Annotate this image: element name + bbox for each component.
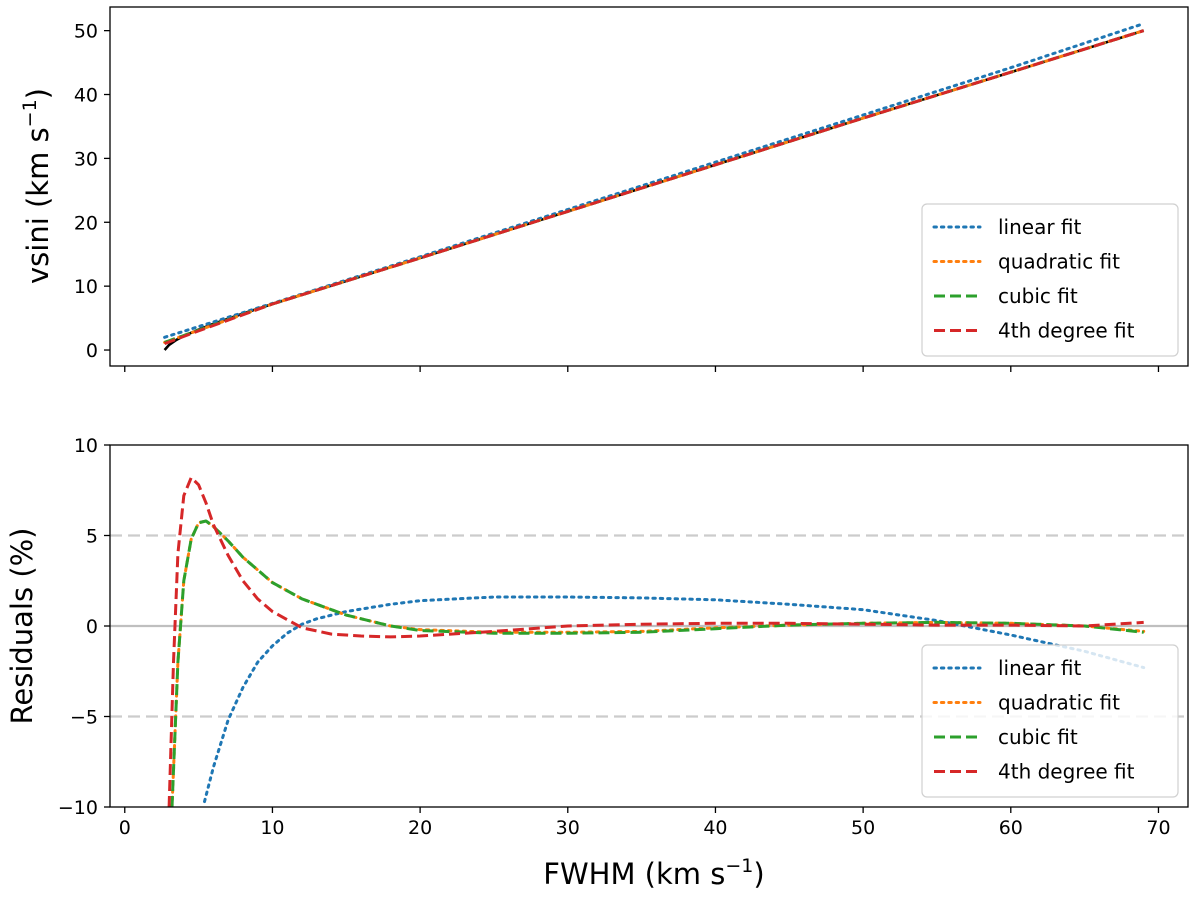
bottom-y-tick-label: 5 [86,526,98,548]
top-y-tick-label: 10 [74,276,98,298]
bottom-x-tick-label: 0 [119,817,131,839]
bottom-y-axis-label: Residuals (%) [5,528,39,725]
bottom-x-tick-label: 50 [851,817,875,839]
bottom-legend-label-cubic-fit: cubic fit [998,725,1078,749]
bottom-x-tick-label: 30 [556,817,580,839]
top-legend-label-quadratic-fit: quadratic fit [998,250,1120,274]
bottom-series-4th-degree-fit [167,476,1144,807]
bottom-y-tick-label: −10 [58,797,98,819]
bottom-legend-label-4th-degree-fit: 4th degree fit [998,760,1135,784]
bottom-x-tick-label: 70 [1146,817,1170,839]
bottom-x-ticks: 0 10 20 30 40 50 60 70 [119,807,1171,839]
top-x-ticks [124,366,1160,372]
top-series-group [163,22,1146,351]
top-axes-frame [109,6,1189,367]
bottom-series-group [167,476,1146,807]
top-series-linear-fit [163,22,1146,339]
bottom-x-axis-label: FWHM (km s−1) [543,855,764,891]
bottom-legend-label-quadratic-fit: quadratic fit [998,691,1120,715]
top-y-ticks: 0 10 20 30 40 50 [74,21,110,362]
bottom-y-tick-label: 0 [86,616,98,638]
top-y-tick-label: 40 [74,85,98,107]
top-legend-label-linear-fit: linear fit [998,215,1082,239]
top-legend-box [921,203,1179,357]
bottom-y-tick-label: −5 [70,707,98,729]
bottom-y-ticks: −10 −5 0 5 10 [58,435,110,819]
top-legend-label-cubic-fit: cubic fit [998,284,1078,308]
bottom-legend-label-linear-fit: linear fit [998,656,1082,680]
top-legend-label-4th-degree-fit: 4th degree fit [998,319,1135,343]
top-y-tick-label: 50 [74,21,98,43]
bottom-x-tick-label: 40 [703,817,727,839]
top-y-tick-label: 0 [86,340,98,362]
bottom-legend: linear fit quadratic fit cubic fit 4th degr… [921,644,1179,798]
bottom-y-tick-label: 10 [74,435,98,457]
top-y-axis-label: vsini (km s−1) [19,88,55,284]
bottom-reference-lines [110,534,1188,718]
bottom-x-tick-label: 20 [408,817,432,839]
bottom-series-linear-fit [203,595,1146,804]
top-y-tick-label: 30 [74,148,98,170]
bottom-x-tick-label: 10 [260,817,284,839]
top-y-tick-label: 20 [74,212,98,234]
bottom-legend-box [921,644,1179,798]
top-panel: 0 10 20 30 40 50 vsini (km s−1) linear fit qua… [19,6,1189,372]
top-legend: linear fit quadratic fit cubic fit 4th degr… [921,203,1179,357]
top-series-4th-degree-fit [164,29,1145,346]
bottom-x-tick-label: 60 [999,817,1023,839]
